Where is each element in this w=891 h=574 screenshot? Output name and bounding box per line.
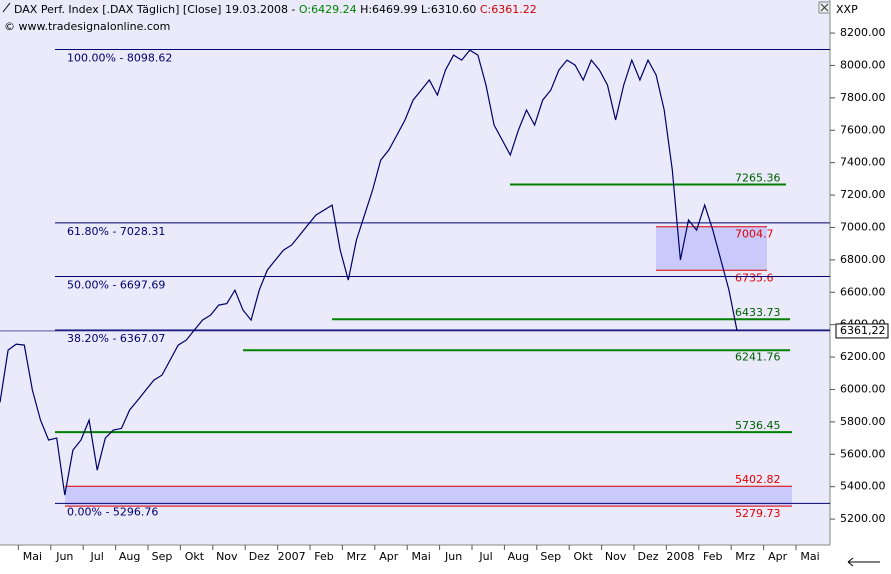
support-label: 6433.73 — [735, 306, 781, 319]
x-tick-label: Feb — [703, 550, 722, 563]
fib-label: 0.00% - 5296.76 — [67, 505, 158, 518]
fib-label: 100.00% - 8098.62 — [67, 51, 172, 64]
y-tick-label: 5800.00 — [840, 415, 886, 428]
y-tick-label: 8000.00 — [840, 58, 886, 71]
zone — [65, 486, 792, 507]
source: © www.tradesignalonline.com — [4, 20, 170, 33]
x-tick-label: Feb — [314, 550, 333, 563]
y-tick-label: 7800.00 — [840, 91, 886, 104]
axis-area — [830, 0, 891, 574]
zone-label: 5279.73 — [735, 507, 781, 520]
x-tick-label: Dez — [249, 550, 270, 563]
plot-area — [0, 0, 830, 545]
x-tick-label: Dez — [637, 550, 658, 563]
low: L:6310.60 — [421, 3, 476, 16]
x-tick-label: Jul — [90, 550, 104, 563]
y-tick-label: 6000.00 — [840, 382, 886, 395]
support-label: 5736.45 — [735, 419, 781, 432]
close: C:6361.22 — [480, 3, 537, 16]
y-tick-label: 6800.00 — [840, 253, 886, 266]
y-tick-label: 7200.00 — [840, 188, 886, 201]
x-tick-label: Mai — [412, 550, 431, 563]
last-price-tag — [835, 323, 889, 339]
open: O:6429.24 — [299, 3, 357, 16]
y-tick-label: 5600.00 — [840, 447, 886, 460]
y-tick-label: 7000.00 — [840, 220, 886, 233]
chart-title: DAX Perf. Index [.DAX Täglich] [Close] 1… — [14, 3, 537, 16]
x-tick-label: Okt — [574, 550, 594, 563]
y-tick-label: 7400.00 — [840, 156, 886, 169]
zone — [656, 226, 767, 271]
zone-label: 6735.6 — [735, 271, 774, 284]
x-tick-label: Mrz — [735, 550, 755, 563]
x-tick-label: Aug — [508, 550, 529, 563]
fib-label: 61.80% - 7028.31 — [67, 225, 165, 238]
x-tick-label: 2007 — [278, 550, 306, 563]
x-tick-label: Nov — [605, 550, 627, 563]
x-tick-label: Sep — [152, 550, 173, 563]
y-tick-label: 5400.00 — [840, 480, 886, 493]
x-tick-label: Mai — [800, 550, 819, 563]
last-price-label: 6361,22 — [840, 324, 886, 337]
support-label: 7265.36 — [735, 171, 781, 184]
fib-label: 38.20% - 6367.07 — [67, 332, 165, 345]
x-tick-label: Okt — [185, 550, 205, 563]
price-line — [0, 49, 738, 496]
title: DAX Perf. Index [.DAX Täglich] [Close] 1… — [14, 3, 299, 16]
x-tick-label: Jun — [444, 550, 462, 563]
chart-icon — [2, 2, 11, 13]
y-tick-label: 8200.00 — [840, 26, 886, 39]
x-tick-label: Nov — [216, 550, 238, 563]
close-icon — [820, 3, 829, 12]
high: H:6469.99 — [360, 3, 417, 16]
x-tick-label: Mrz — [347, 550, 367, 563]
x-tick-label: Mai — [23, 550, 42, 563]
x-tick-label: Jun — [55, 550, 73, 563]
fib-label: 50.00% - 6697.69 — [67, 278, 165, 291]
y-tick-label: 5200.00 — [840, 512, 886, 525]
support-label: 6241.76 — [735, 350, 781, 363]
x-tick-label: 2008 — [666, 550, 694, 563]
y-tick-label: 7600.00 — [840, 123, 886, 136]
x-tick-label: Aug — [119, 550, 140, 563]
x-tick-label: Apr — [379, 550, 399, 563]
x-tick-label: Jul — [478, 550, 492, 563]
zone-label: 5402.82 — [735, 473, 781, 486]
y-axis-label: XXP — [836, 3, 858, 16]
y-tick-label: 6200.00 — [840, 350, 886, 363]
scroll-arrow[interactable] — [847, 557, 880, 567]
x-tick-label: Apr — [768, 550, 788, 563]
zone-label: 7004.7 — [735, 228, 774, 241]
y-tick-label: 6600.00 — [840, 285, 886, 298]
x-tick-label: Sep — [540, 550, 561, 563]
